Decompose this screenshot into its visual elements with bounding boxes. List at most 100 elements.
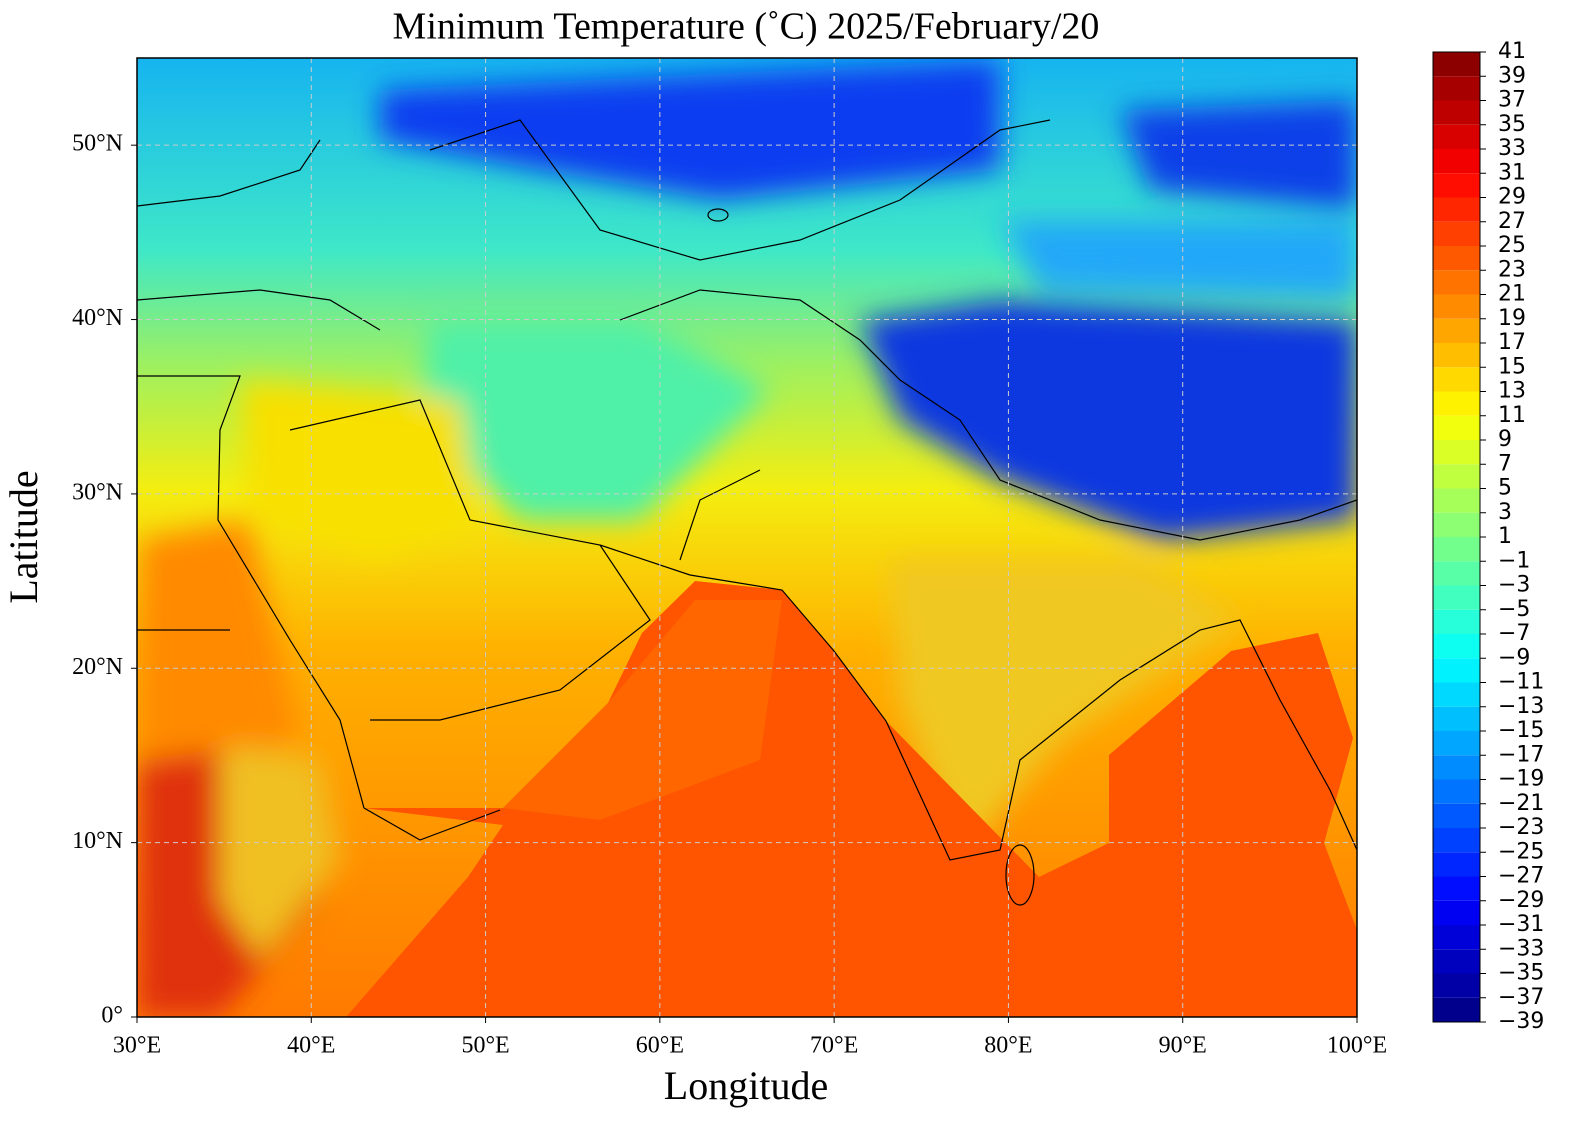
colorbar-band	[1433, 658, 1480, 683]
x-tick-label: 90°E	[1159, 1033, 1207, 1059]
colorbar-band	[1433, 343, 1480, 368]
colorbar-tick-label: −35	[1498, 961, 1544, 986]
colorbar: −39−37−35−33−31−29−27−25−23−21−19−17−15−…	[1432, 39, 1544, 1034]
colorbar-band	[1433, 779, 1480, 804]
colorbar-tick-label: −39	[1498, 1009, 1544, 1034]
colorbar-tick-label: 39	[1498, 63, 1526, 88]
y-tick-label: 0°	[101, 1003, 123, 1029]
plot-frame	[136, 57, 1358, 1018]
colorbar-tick-label: 35	[1498, 112, 1526, 137]
colorbar-band	[1433, 634, 1480, 659]
y-tick-label: 40°N	[72, 305, 123, 331]
x-tick-label: 30°E	[113, 1033, 161, 1059]
colorbar-tick-label: 3	[1498, 500, 1512, 525]
colorbar-band	[1433, 755, 1480, 780]
colorbar-tick-label: 27	[1498, 209, 1526, 234]
colorbar-tick-label: −31	[1498, 912, 1544, 937]
colorbar-band	[1433, 488, 1480, 513]
colorbar-band	[1433, 221, 1480, 246]
colorbar-band	[1433, 852, 1480, 877]
colorbar-band	[1433, 828, 1480, 853]
colorbar-band	[1433, 585, 1480, 610]
colorbar-tick-label: −25	[1498, 839, 1544, 864]
colorbar-band	[1433, 391, 1480, 416]
colorbar-tick-label: −19	[1498, 767, 1544, 792]
colorbar-tick-label: −5	[1498, 597, 1530, 622]
colorbar-band	[1433, 706, 1480, 731]
colorbar-tick-label: 15	[1498, 354, 1526, 379]
colorbar-tick-label: 21	[1498, 282, 1526, 307]
colorbar-band	[1433, 731, 1480, 756]
colorbar-tick-label: −15	[1498, 718, 1544, 743]
colorbar-band	[1433, 464, 1480, 489]
colorbar-band	[1433, 197, 1480, 222]
y-tick-label: 20°N	[72, 654, 123, 680]
x-tick-label: 60°E	[636, 1033, 684, 1059]
colorbar-tick-label: 7	[1498, 451, 1512, 476]
colorbar-band	[1433, 925, 1480, 950]
colorbar-band	[1433, 124, 1480, 149]
colorbar-tick-label: −29	[1498, 888, 1544, 913]
colorbar-band	[1433, 561, 1480, 586]
y-tick-label: 30°N	[72, 479, 123, 505]
colorbar-band	[1433, 76, 1480, 101]
colorbar-tick-label: −17	[1498, 742, 1544, 767]
colorbar-band	[1433, 318, 1480, 343]
colorbar-tick-label: 41	[1498, 39, 1526, 64]
colorbar-tick-label: −37	[1498, 985, 1544, 1010]
colorbar-tick-label: 37	[1498, 88, 1526, 113]
colorbar-band	[1433, 512, 1480, 537]
x-tick-label: 70°E	[810, 1033, 858, 1059]
colorbar-tick-label: 17	[1498, 330, 1526, 355]
colorbar-tick-label: −3	[1498, 573, 1530, 598]
colorbar-band	[1433, 270, 1480, 295]
colorbar-band	[1433, 246, 1480, 271]
colorbar-tick-label: 23	[1498, 257, 1526, 282]
chart-title: Minimum Temperature (˚C) 2025/February/2…	[393, 6, 1100, 48]
x-tick-label: 100°E	[1327, 1033, 1387, 1059]
colorbar-band	[1433, 949, 1480, 974]
colorbar-tick-label: 33	[1498, 136, 1526, 161]
colorbar-band	[1433, 682, 1480, 707]
colorbar-tick-label: 13	[1498, 379, 1526, 404]
colorbar-tick-label: −7	[1498, 621, 1530, 646]
colorbar-tick-label: −21	[1498, 791, 1544, 816]
x-tick-label: 80°E	[984, 1033, 1032, 1059]
colorbar-band	[1433, 294, 1480, 319]
x-axis-label: Longitude	[664, 1063, 828, 1108]
y-tick-label: 50°N	[72, 131, 123, 157]
colorbar-band	[1433, 997, 1480, 1022]
y-tick-label: 10°N	[72, 828, 123, 854]
colorbar-band	[1433, 100, 1480, 125]
colorbar-tick-label: 9	[1498, 427, 1512, 452]
colorbar-band	[1433, 367, 1480, 392]
colorbar-frame	[1432, 51, 1481, 1023]
colorbar-band	[1433, 415, 1480, 440]
colorbar-tick-label: −1	[1498, 548, 1530, 573]
colorbar-tick-label: 1	[1498, 524, 1512, 549]
colorbar-tick-label: 25	[1498, 233, 1526, 258]
colorbar-tick-label: 5	[1498, 476, 1512, 501]
colorbar-tick-label: 31	[1498, 160, 1526, 185]
colorbar-band	[1433, 609, 1480, 634]
colorbar-tick-label: −13	[1498, 694, 1544, 719]
colorbar-band	[1433, 440, 1480, 465]
temperature-field	[137, 58, 1357, 1017]
colorbar-tick-label: −27	[1498, 864, 1544, 889]
colorbar-band	[1433, 149, 1480, 174]
colorbar-tick-label: −33	[1498, 936, 1544, 961]
colorbar-band	[1433, 973, 1480, 998]
colorbar-band	[1433, 876, 1480, 901]
y-axis-label: Latitude	[1, 470, 46, 603]
colorbar-band	[1433, 52, 1480, 77]
colorbar-band	[1433, 900, 1480, 925]
colorbar-band	[1433, 537, 1480, 562]
colorbar-tick-label: −23	[1498, 815, 1544, 840]
x-tick-label: 50°E	[461, 1033, 509, 1059]
colorbar-tick-label: 19	[1498, 306, 1526, 331]
colorbar-tick-label: 29	[1498, 185, 1526, 210]
colorbar-tick-label: −11	[1498, 670, 1544, 695]
colorbar-tick-label: 11	[1498, 403, 1526, 428]
colorbar-tick-label: −9	[1498, 645, 1530, 670]
